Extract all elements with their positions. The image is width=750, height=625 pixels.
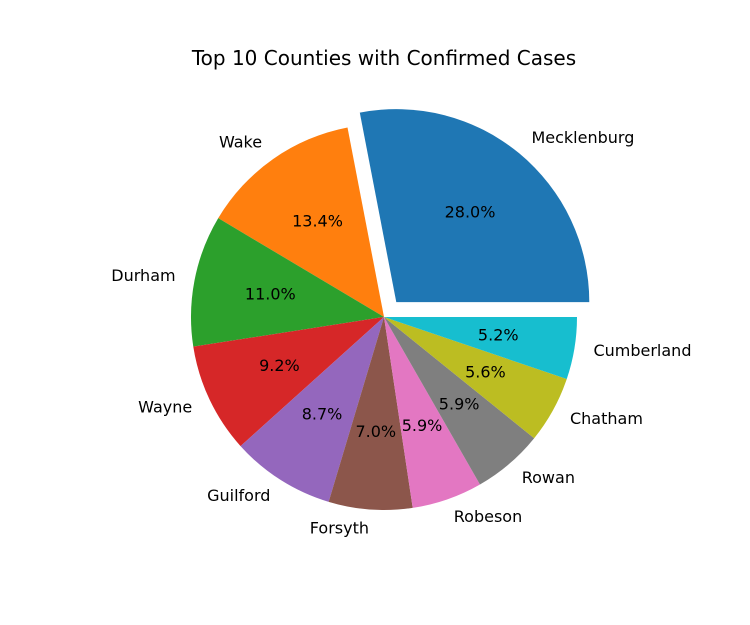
pie-slice-mecklenburg [359,109,590,303]
slice-percent-chatham: 5.6% [465,362,506,381]
slice-label-wake: Wake [219,133,262,152]
slice-label-chatham: Chatham [570,409,643,428]
pie-labels: Mecklenburg 28.0% Wake 13.4% Durham 11.0% Wayn… [111,128,691,537]
pie-slice-wayne [193,317,384,447]
slice-percent-mecklenburg: 28.0% [445,202,496,221]
slice-percent-rowan: 5.9% [439,395,480,414]
slice-label-mecklenburg: Mecklenburg [531,128,634,147]
slice-percent-cumberland: 5.2% [478,325,519,344]
pie-slices [191,109,590,510]
slice-percent-robeson: 5.9% [402,416,443,435]
pie-slice-rowan [384,317,535,485]
pie-slice-guilford [240,317,384,502]
pie-slice-robeson [384,317,480,508]
slice-label-cumberland: Cumberland [593,341,691,360]
pie-slice-forsyth [328,317,413,510]
slice-percent-wayne: 9.2% [259,356,300,375]
pie-slice-durham [191,218,384,347]
slice-label-robeson: Robeson [454,507,522,526]
slice-label-durham: Durham [111,266,175,285]
slice-percent-forsyth: 7.0% [355,422,396,441]
slice-percent-wake: 13.4% [292,212,343,231]
slice-label-forsyth: Forsyth [310,518,369,537]
slice-percent-durham: 11.0% [245,284,296,303]
pie-slice-chatham [384,317,567,439]
slice-percent-guilford: 8.7% [302,404,343,423]
pie-slice-cumberland [384,317,577,380]
pie-slice-wake [218,127,384,317]
slice-label-wayne: Wayne [138,398,192,417]
chart-title: Top 10 Counties with Confirmed Cases [191,46,576,70]
slice-label-guilford: Guilford [207,486,270,505]
slice-label-rowan: Rowan [522,468,575,487]
